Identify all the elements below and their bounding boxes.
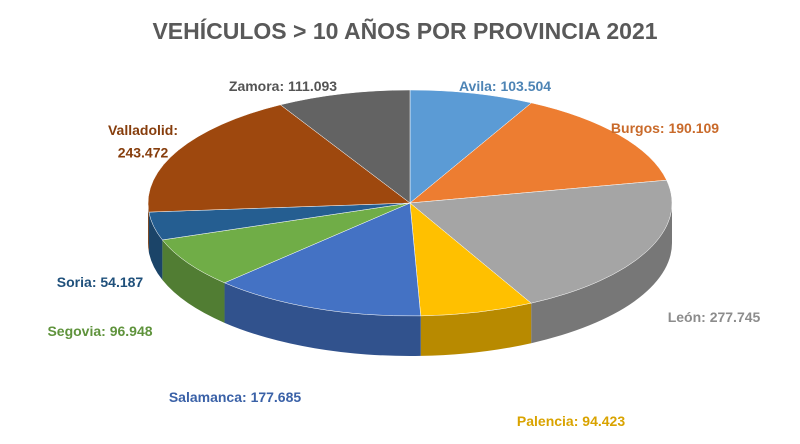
label-separator: : <box>574 413 583 429</box>
label-separator: : <box>492 78 501 94</box>
label-separator: : <box>701 309 710 325</box>
slice-side <box>148 212 163 280</box>
label-separator: : <box>279 78 288 94</box>
data-label: Segovia: 96.948 <box>47 323 152 339</box>
label-value: 103.504 <box>500 78 551 94</box>
label-category: Soria <box>57 274 92 290</box>
slice-side <box>531 203 672 344</box>
label-separator: : <box>242 389 251 405</box>
label-value: 177.685 <box>251 389 302 405</box>
label-category: Valladolid <box>108 122 173 138</box>
data-label-value: 243.472 <box>118 145 169 161</box>
label-category: Palencia <box>517 413 574 429</box>
chart-title: VEHÍCULOS > 10 AÑOS POR PROVINCIA 2021 <box>152 17 657 44</box>
label-category: Avila <box>459 78 492 94</box>
data-label: Palencia: 94.423 <box>517 413 625 429</box>
label-separator: : <box>173 122 178 138</box>
slice <box>161 202 411 284</box>
pie-tops <box>147 89 673 317</box>
data-label: Zamora: 111.093 <box>229 78 337 94</box>
label-value: 54.187 <box>100 274 143 290</box>
slice <box>223 202 422 317</box>
label-category: Burgos <box>611 120 660 136</box>
slice-side <box>224 282 421 356</box>
label-category: Salamanca <box>169 389 242 405</box>
label-value: 277.745 <box>710 309 761 325</box>
label-separator: : <box>660 120 669 136</box>
slice <box>409 102 667 204</box>
label-separator: : <box>101 323 110 339</box>
data-label: Salamanca: 177.685 <box>169 389 302 405</box>
pie-sides <box>148 203 672 356</box>
label-category: León <box>668 309 701 325</box>
slice <box>279 89 411 204</box>
label-value: 96.948 <box>110 323 153 339</box>
data-label: Soria: 54.187 <box>57 274 144 290</box>
label-value: 111.093 <box>288 78 337 94</box>
label-value: 94.423 <box>582 413 625 429</box>
slice-side <box>162 239 225 323</box>
slice <box>409 179 673 304</box>
data-labels: Avila: 103.504 Burgos: 190.109 León: 277.7… <box>47 78 760 429</box>
label-value: 190.109 <box>668 120 719 136</box>
data-label: Avila: 103.504 <box>459 78 551 94</box>
label-category: Zamora <box>229 78 280 94</box>
data-label: León: 277.745 <box>668 309 761 325</box>
label-category: Segovia <box>47 323 101 339</box>
data-label: Burgos: 190.109 <box>611 120 719 136</box>
slice-side <box>148 203 149 253</box>
slice-side <box>420 303 532 356</box>
slice <box>409 89 533 204</box>
slice <box>147 104 411 213</box>
data-label: Valladolid: <box>108 122 178 138</box>
slice <box>409 202 532 317</box>
label-separator: : <box>92 274 101 290</box>
